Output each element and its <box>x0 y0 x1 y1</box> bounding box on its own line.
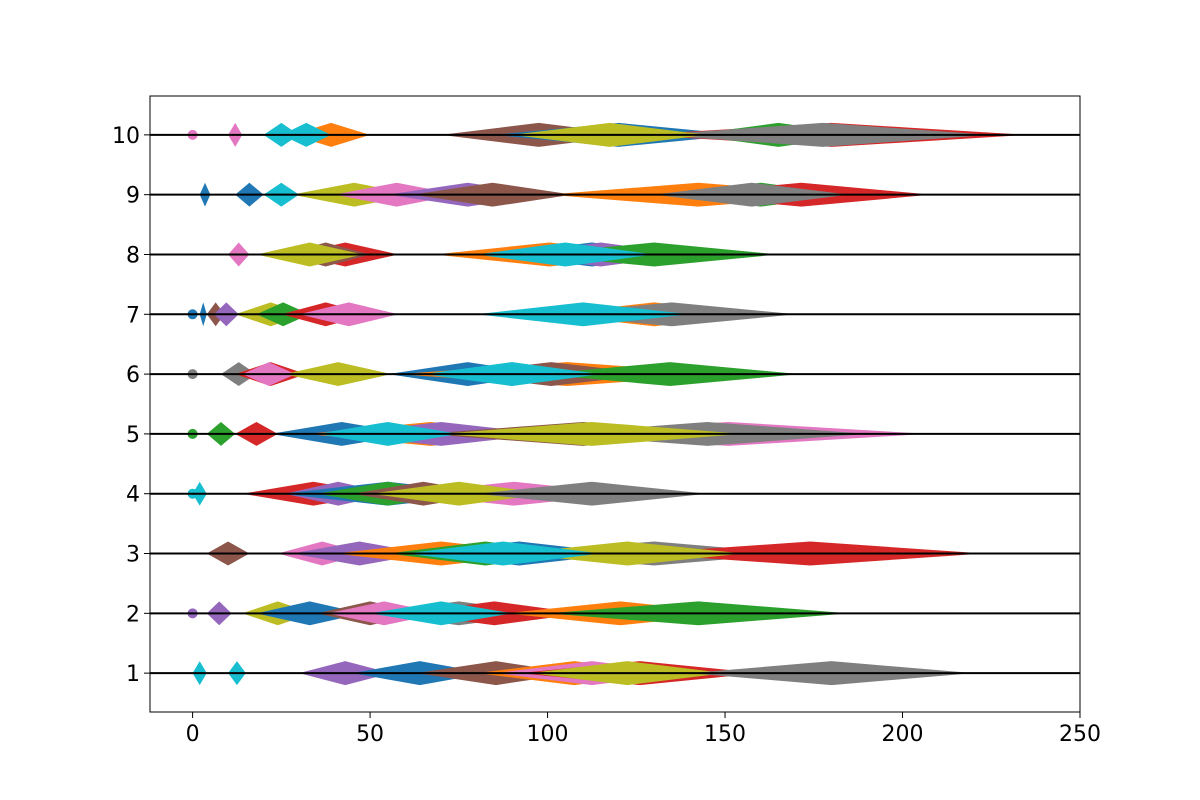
axes-group: 0 50 100 150 200 250 1 2 3 4 5 6 7 8 9 10 <box>112 95 1101 747</box>
x-tick-label-150: 150 <box>704 722 746 747</box>
y-tick-label-3: 3 <box>126 543 140 568</box>
x-tick-label-50: 50 <box>356 722 384 747</box>
y-tick-label-2: 2 <box>126 602 140 627</box>
y-tick-label-4: 4 <box>126 483 140 508</box>
y-tick-label-9: 9 <box>126 184 140 209</box>
x-tick-label-250: 250 <box>1059 722 1101 747</box>
x-tick-label-200: 200 <box>882 722 924 747</box>
y-tick-label-8: 8 <box>126 243 140 268</box>
plot-frame <box>149 95 1081 713</box>
x-tick-label-100: 100 <box>527 722 569 747</box>
y-tick-label-7: 7 <box>126 303 140 328</box>
y-tick-label-1: 1 <box>126 662 140 687</box>
chart-marks <box>187 122 1027 686</box>
x-tick-label-0: 0 <box>186 722 200 747</box>
y-tick-label-6: 6 <box>126 363 140 388</box>
y-tick-label-10: 10 <box>112 124 140 149</box>
baseline-group <box>150 133 1080 675</box>
y-tick-label-5: 5 <box>126 423 140 448</box>
